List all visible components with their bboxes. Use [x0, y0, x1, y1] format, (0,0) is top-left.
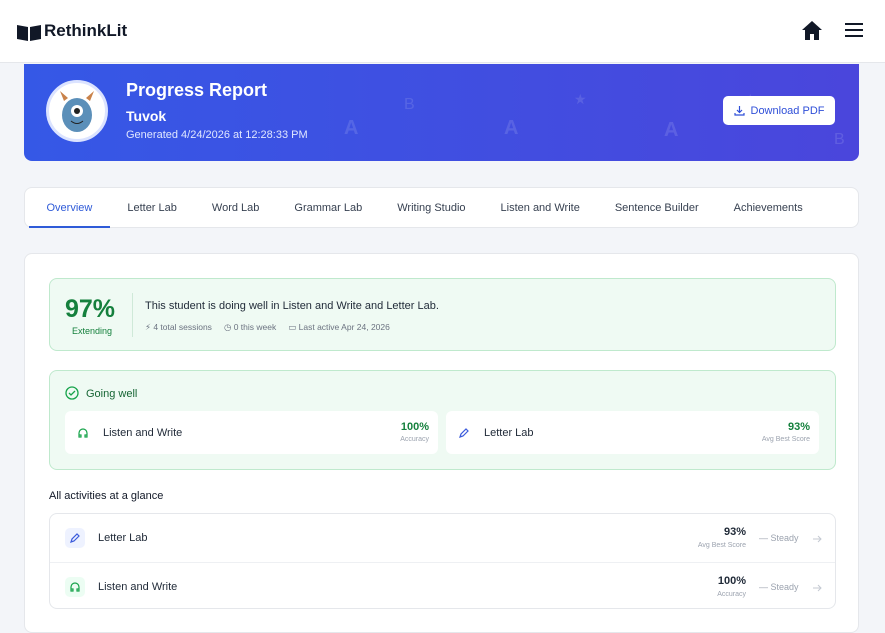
activity-icon [65, 577, 85, 597]
student-name: Tuvok [126, 108, 167, 124]
level-label: Extending [72, 326, 113, 336]
svg-text:B: B [834, 131, 845, 148]
brand[interactable]: RethinkLit [44, 21, 128, 40]
pencil-icon [459, 428, 469, 438]
activity-row[interactable]: Listen and Write 100% Accuracy — Steady [50, 562, 835, 610]
going-well-item: Letter Lab 93% Avg Best Score [446, 411, 819, 454]
download-label: Download PDF [750, 104, 825, 117]
activities-title: All activities at a glance [49, 490, 164, 502]
student-avatar [46, 80, 108, 142]
stat: ◷ 0 this week [223, 322, 277, 332]
tab-bar: Overview Letter Lab Word Lab Grammar Lab Wri… [24, 187, 859, 228]
tab[interactable]: Sentence Builder [614, 201, 699, 214]
menu-button[interactable] [845, 22, 863, 38]
activity-name: Letter Lab [98, 532, 148, 544]
stat-text: Last active Apr 24, 2026 [298, 322, 390, 332]
svg-text:A: A [664, 119, 678, 141]
tab[interactable]: Listen and Write [500, 201, 580, 214]
summary-message: This student is doing well in Listen and… [145, 300, 439, 312]
svg-text:B: B [404, 96, 415, 113]
top-nav: RethinkLit [0, 0, 885, 63]
avatar-monster [60, 91, 94, 132]
stat-text: 0 this week [233, 322, 277, 332]
tab[interactable]: Overview [29, 188, 110, 228]
tab[interactable]: Word Lab [211, 201, 260, 214]
item-metric: Accuracy [400, 436, 429, 443]
download-pdf-button[interactable]: Download PDF [723, 96, 835, 125]
stat-text: 4 total sessions [153, 322, 212, 332]
svg-text:★: ★ [574, 91, 587, 107]
stat: ▭ Last active Apr 24, 2026 [288, 322, 390, 332]
going-well-card: Going well Listen and Write 100% Accuracy L… [49, 370, 836, 470]
activity-value: 100% [717, 575, 746, 587]
activity-name: Listen and Write [98, 581, 178, 593]
item-value: 93% [787, 421, 810, 433]
headphones-icon [78, 428, 88, 438]
tab[interactable]: Writing Studio [397, 201, 466, 214]
activity-metric: Accuracy [717, 591, 746, 598]
activity-value: 93% [723, 526, 746, 538]
going-well-item: Listen and Write 100% Accuracy [65, 411, 438, 454]
item-name: Listen and Write [103, 427, 183, 439]
activity-trend: — Steady [759, 533, 799, 543]
svg-text:A: A [504, 117, 518, 139]
activity-trend: — Steady [759, 582, 799, 592]
pencil-icon [70, 533, 80, 543]
row-arrow [812, 531, 822, 549]
report-title: Progress Report [126, 80, 268, 100]
going-well-title: Going well [86, 388, 138, 400]
svg-text:A: A [344, 117, 358, 139]
item-value: 100% [400, 421, 429, 433]
activity-row[interactable]: Letter Lab 93% Avg Best Score — Steady [50, 514, 835, 562]
logo-icon [17, 25, 41, 41]
headphones-icon [70, 582, 80, 592]
activity-metric: Avg Best Score [697, 542, 746, 549]
home-button[interactable] [801, 20, 823, 41]
generated-date: Generated 4/24/2026 at 12:28:33 PM [126, 129, 308, 141]
tab[interactable]: Achievements [733, 201, 803, 214]
summary-stats: ⚡ 4 total sessions ◷ 0 this week ▭ Last … [145, 322, 390, 333]
summary-card: 97% Extending This student is doing well… [49, 278, 836, 351]
item-icon [77, 426, 89, 444]
row-arrow [812, 580, 822, 598]
arrow-icon [813, 535, 822, 543]
download-icon [733, 106, 745, 116]
trend-text: Steady [770, 582, 799, 592]
divider [132, 293, 133, 337]
report-banner: ABA★A★B Progress Report Tuvok Generated … [24, 64, 859, 161]
item-icon [458, 426, 470, 444]
tab[interactable]: Grammar Lab [294, 201, 363, 214]
trend-text: Steady [770, 533, 799, 543]
tab[interactable]: Letter Lab [127, 201, 177, 214]
activity-icon [65, 528, 85, 548]
overall-score: 97% [65, 295, 116, 323]
banner-pattern: ABA★A★B [344, 91, 845, 148]
overview-panel: 97% Extending This student is doing well… [24, 253, 859, 633]
activity-list: Letter Lab 93% Avg Best Score — Steady Liste… [49, 513, 836, 609]
item-metric: Avg Best Score [761, 436, 810, 443]
arrow-icon [813, 584, 822, 592]
check-icon [65, 386, 79, 400]
stat: ⚡ 4 total sessions [145, 322, 212, 332]
item-name: Letter Lab [484, 427, 534, 439]
